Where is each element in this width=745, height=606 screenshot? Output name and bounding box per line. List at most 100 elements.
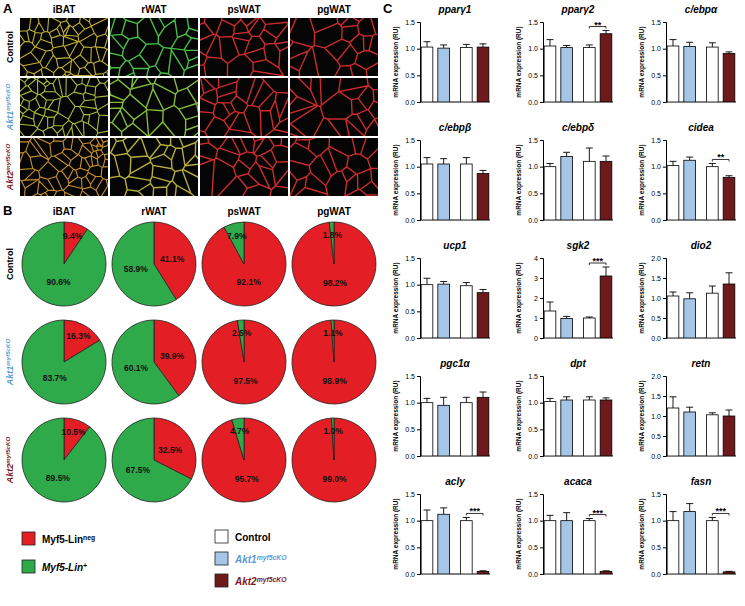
- plot-area: [667, 40, 735, 102]
- tick-mark: [663, 220, 666, 221]
- bar: [461, 48, 473, 102]
- tick-label: 1: [534, 315, 538, 322]
- axis-line: [540, 259, 544, 339]
- tick-mark: [540, 456, 543, 457]
- column-label: rWAT: [141, 4, 166, 15]
- error-cap: [547, 39, 554, 40]
- micrograph: [200, 18, 288, 76]
- bar-chart: sgk2mRNA expression (RU)01234***: [515, 240, 613, 342]
- axis-line: [540, 377, 544, 457]
- tick-mark: [663, 258, 666, 259]
- tick: 1.5: [405, 137, 420, 144]
- axis-line: [663, 141, 667, 221]
- error-cap: [726, 272, 733, 273]
- data-label: 89.5%: [46, 473, 71, 483]
- chart-title: c/ebpα: [685, 4, 718, 15]
- row-label: Control: [5, 248, 15, 280]
- error-cap: [547, 163, 554, 164]
- significance-label: ***: [469, 506, 480, 516]
- y-axis: 0.00.51.01.5: [405, 137, 420, 224]
- error-bar: [483, 44, 484, 47]
- bar: [438, 284, 450, 338]
- tick-mark: [540, 75, 543, 76]
- bar: [438, 164, 450, 220]
- axis-line: [417, 377, 421, 457]
- pie-slice: [232, 418, 244, 460]
- tick: 1.5: [528, 19, 543, 26]
- tick: 1.5: [651, 491, 666, 498]
- pie-slice: [112, 418, 191, 502]
- bar: [421, 521, 433, 574]
- tick-mark: [417, 376, 420, 377]
- axis-line: [417, 495, 421, 575]
- error-bar: [466, 397, 467, 402]
- tick-label: 0.0: [528, 453, 538, 460]
- error-bar: [443, 508, 444, 514]
- tick-label: 0.5: [651, 72, 661, 79]
- error-bar: [483, 170, 484, 173]
- pie-slice: [331, 320, 334, 362]
- axis-line: [417, 141, 421, 221]
- tick: 0.0: [405, 99, 420, 106]
- tick: 0: [534, 335, 543, 342]
- error-bar: [689, 157, 690, 160]
- data-label: 1.0%: [323, 426, 343, 436]
- bar: [667, 521, 679, 574]
- bar: [421, 164, 433, 220]
- data-label: 67.5%: [126, 465, 151, 475]
- row-label-sup: myf5cKO: [4, 84, 11, 111]
- error-bar: [427, 278, 428, 284]
- y-axis: 0.00.51.01.5: [405, 373, 420, 460]
- axis-line: [663, 259, 667, 339]
- tick-mark: [663, 396, 666, 397]
- tick-label: 1.5: [528, 19, 538, 26]
- tick-mark: [540, 22, 543, 23]
- chart-title: pgc1α: [439, 358, 470, 369]
- tick: 1.0: [651, 413, 666, 420]
- error-bar: [466, 44, 467, 47]
- tick-mark: [540, 547, 543, 548]
- tick-mark: [663, 416, 666, 417]
- legend-label-sup: myf5cKO: [257, 554, 288, 562]
- tick-mark: [540, 494, 543, 495]
- chart-title: c/ebpδ: [562, 122, 595, 133]
- error-bar: [673, 161, 674, 165]
- tick-label: 1.0: [651, 163, 661, 170]
- data-label: 95.7%: [235, 474, 260, 484]
- error-cap: [547, 515, 554, 516]
- bar: [723, 284, 735, 338]
- axis-title: mRNA expression (RU): [392, 144, 400, 215]
- row-label-main: Akt1: [5, 111, 15, 132]
- error-bar: [466, 517, 467, 520]
- plot-area: [421, 508, 489, 574]
- data-label: 4.7%: [230, 426, 250, 436]
- cell-outlines: [20, 78, 108, 136]
- tick-label: 1.5: [651, 19, 661, 26]
- row-label-main: Akt2: [5, 171, 15, 192]
- cell-outlines: [200, 78, 288, 136]
- pie-slice: [202, 222, 286, 306]
- bar: [438, 514, 450, 574]
- plot-area: [421, 158, 489, 220]
- error-bar: [712, 163, 713, 166]
- error-bar: [689, 293, 690, 299]
- error-cap: [440, 281, 447, 282]
- error-cap: [686, 503, 693, 504]
- y-axis: 0.00.51.01.52.0: [651, 255, 666, 342]
- bar: [723, 53, 735, 102]
- tick-label: 0.0: [651, 99, 661, 106]
- tick-mark: [417, 429, 420, 430]
- error-bar: [550, 515, 551, 520]
- bar: [667, 46, 679, 102]
- tick: 1.0: [405, 45, 420, 52]
- column-label: pgWAT: [317, 4, 351, 15]
- bar-chart: c/ebpαmRNA expression (RU)0.00.51.01.5: [638, 4, 736, 106]
- tick-label: 0.0: [528, 571, 538, 578]
- tick-mark: [663, 22, 666, 23]
- micrograph: [290, 138, 378, 196]
- legend-label-main: Control: [235, 532, 271, 543]
- legend-label-sup: neg: [83, 534, 95, 542]
- bar: [477, 571, 489, 574]
- error-cap: [440, 158, 447, 159]
- chart-title: acaca: [564, 476, 592, 487]
